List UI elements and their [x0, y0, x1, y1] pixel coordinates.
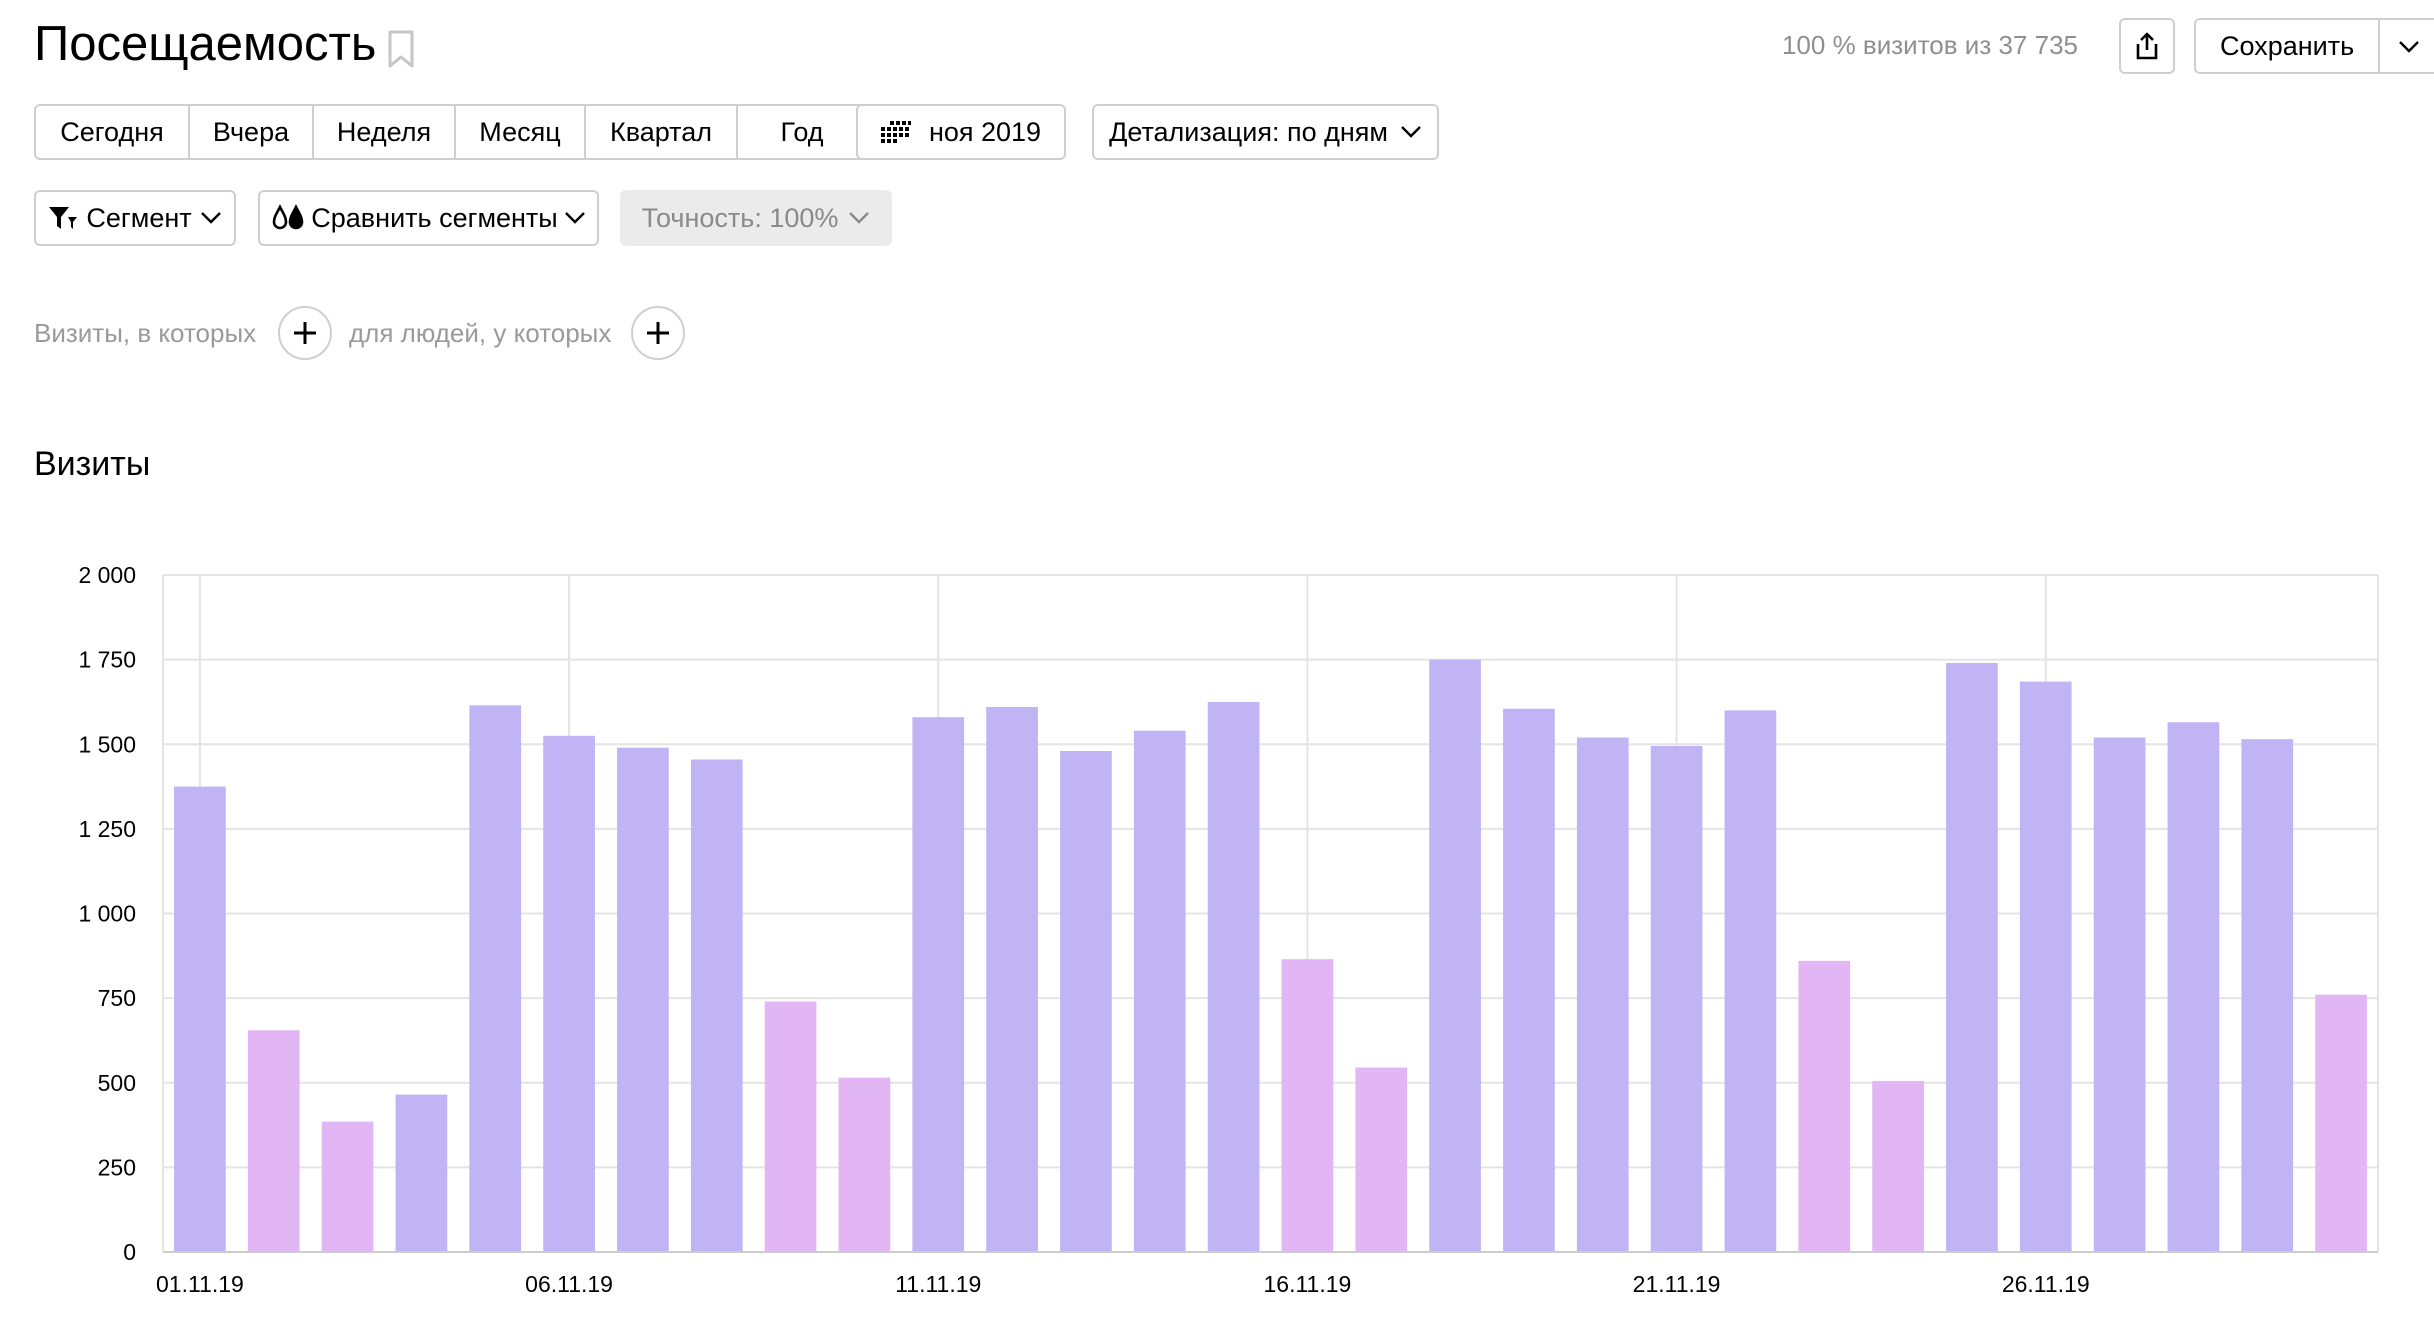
chart-title: Визиты	[34, 445, 151, 483]
bar-11.11.19: 11.11.19: 1580	[912, 717, 965, 1252]
bar-21.11.19: 21.11.19: 1495	[1650, 745, 1703, 1252]
export-button[interactable]	[2119, 18, 2175, 74]
people-condition-label: для людей, у которых	[349, 318, 612, 348]
chevron-down-icon	[564, 212, 585, 224]
period-quarter-button[interactable]: Квартал	[586, 106, 738, 158]
compare-segments-dropdown[interactable]: Сравнить сегменты	[258, 190, 599, 246]
x-tick-label: 01.11.19	[156, 1271, 244, 1297]
bar-28.11.19: 28.11.19: 1565	[2167, 722, 2220, 1252]
bar-20.11.19: 20.11.19: 1520	[1576, 737, 1629, 1252]
bar-26.11.19: 26.11.19: 1685	[2019, 681, 2072, 1252]
period-selector: Сегодня Вчера Неделя Месяц Квартал Год	[34, 104, 868, 160]
plus-icon	[647, 322, 669, 344]
segment-dropdown[interactable]: Сегмент	[34, 190, 236, 246]
visits-chart: 0 250 500 750 1 000 1 250 1 500 1 750 2 000 01.11…	[0, 540, 2434, 1344]
chevron-down-icon	[200, 212, 221, 224]
bar-12.11.19: 12.11.19: 1610	[986, 707, 1038, 1252]
bar-29.11.19: 29.11.19: 1515	[2241, 739, 2294, 1252]
bar-03.11.19: 03.11.19: 385	[321, 1121, 374, 1252]
accuracy-dropdown[interactable]: Точность: 100%	[620, 190, 892, 246]
bar-02.11.19: 02.11.19: 655	[247, 1030, 300, 1252]
bar-04.11.19: 04.11.19: 465	[395, 1094, 448, 1252]
segment-label: Сегмент	[86, 202, 192, 233]
period-yesterday-button[interactable]: Вчера	[190, 106, 314, 158]
y-tick-label: 1 250	[78, 816, 136, 842]
date-picker-label: ноя 2019	[928, 116, 1042, 147]
bar-06.11.19: 06.11.19: 1525	[543, 735, 595, 1252]
bar-23.11.19: 23.11.19: 860	[1798, 960, 1851, 1252]
period-today-button[interactable]: Сегодня	[36, 106, 190, 158]
filter-icon	[49, 207, 78, 229]
x-tick-label: 06.11.19	[525, 1271, 613, 1297]
calendar-icon	[880, 121, 911, 143]
page-title: Посещаемость	[34, 17, 377, 71]
bar-14.11.19: 14.11.19: 1540	[1133, 730, 1186, 1252]
bar-16.11.19: 16.11.19: 865	[1281, 959, 1334, 1252]
chevron-down-icon[interactable]	[2398, 40, 2420, 54]
chevron-down-icon	[849, 212, 870, 224]
save-button-group: Сохранить	[2194, 18, 2434, 74]
add-people-condition-button[interactable]	[631, 306, 685, 360]
y-tick-label: 1 750	[78, 647, 136, 673]
bar-01.11.19: 01.11.19: 1375	[174, 786, 226, 1252]
bar-10.11.19: 10.11.19: 515	[838, 1077, 891, 1252]
bar-09.11.19: 09.11.19: 740	[764, 1001, 817, 1252]
plus-icon	[294, 322, 316, 344]
y-tick-label: 1 500	[78, 731, 136, 757]
accuracy-label: Точность: 100%	[641, 202, 839, 233]
bar-19.11.19: 19.11.19: 1605	[1503, 708, 1555, 1252]
bookmark-icon[interactable]	[385, 28, 417, 70]
visits-bar-chart: 0 250 500 750 1 000 1 250 1 500 1 750 2 000 01.11…	[78, 562, 2379, 1297]
detail-label: Детализация: по дням	[1109, 116, 1388, 147]
y-tick-label: 1 000	[78, 901, 136, 927]
x-tick-label: 16.11.19	[1264, 1271, 1352, 1297]
bar-13.11.19: 13.11.19: 1480	[1060, 751, 1112, 1252]
visits-condition-label: Визиты, в которых	[34, 318, 257, 348]
y-tick-label: 2 000	[78, 562, 136, 588]
compare-drops-icon	[272, 204, 304, 230]
save-button[interactable]: Сохранить	[2220, 30, 2355, 61]
bar-07.11.19: 07.11.19: 1490	[617, 747, 669, 1252]
bar-24.11.19: 24.11.19: 505	[1872, 1081, 1924, 1252]
date-picker-button[interactable]: ноя 2019	[856, 104, 1066, 160]
add-visit-condition-button[interactable]	[278, 306, 332, 360]
bar-05.11.19: 05.11.19: 1615	[469, 705, 522, 1252]
y-tick-label: 500	[98, 1070, 136, 1096]
compare-label: Сравнить сегменты	[311, 202, 558, 233]
y-tick-label: 750	[98, 985, 136, 1011]
detail-dropdown[interactable]: Детализация: по дням	[1092, 104, 1439, 160]
bar-08.11.19: 08.11.19: 1455	[690, 759, 743, 1252]
divider	[2378, 20, 2380, 72]
y-tick-label: 0	[123, 1239, 136, 1265]
bar-22.11.19: 22.11.19: 1600	[1724, 710, 1777, 1252]
period-week-button[interactable]: Неделя	[314, 106, 456, 158]
y-tick-label: 250	[98, 1154, 136, 1180]
x-tick-label: 11.11.19	[895, 1271, 981, 1297]
period-year-button[interactable]: Год	[780, 116, 824, 147]
bar-27.11.19: 27.11.19: 1520	[2093, 737, 2146, 1252]
period-month-button[interactable]: Месяц	[456, 106, 586, 158]
bar-25.11.19: 25.11.19: 1740	[1946, 663, 1998, 1252]
x-tick-label: 26.11.19	[2002, 1271, 2090, 1297]
bar-30.11.19: 30.11.19: 760	[2315, 994, 2367, 1252]
x-tick-label: 21.11.19	[1633, 1271, 1721, 1297]
export-icon	[2136, 32, 2158, 60]
bar-17.11.19: 17.11.19: 545	[1355, 1067, 1408, 1252]
chevron-down-icon	[1401, 126, 1421, 138]
visits-summary: 100 % визитов из 37 735	[1781, 30, 2078, 60]
bar-15.11.19: 15.11.19: 1625	[1207, 701, 1260, 1252]
